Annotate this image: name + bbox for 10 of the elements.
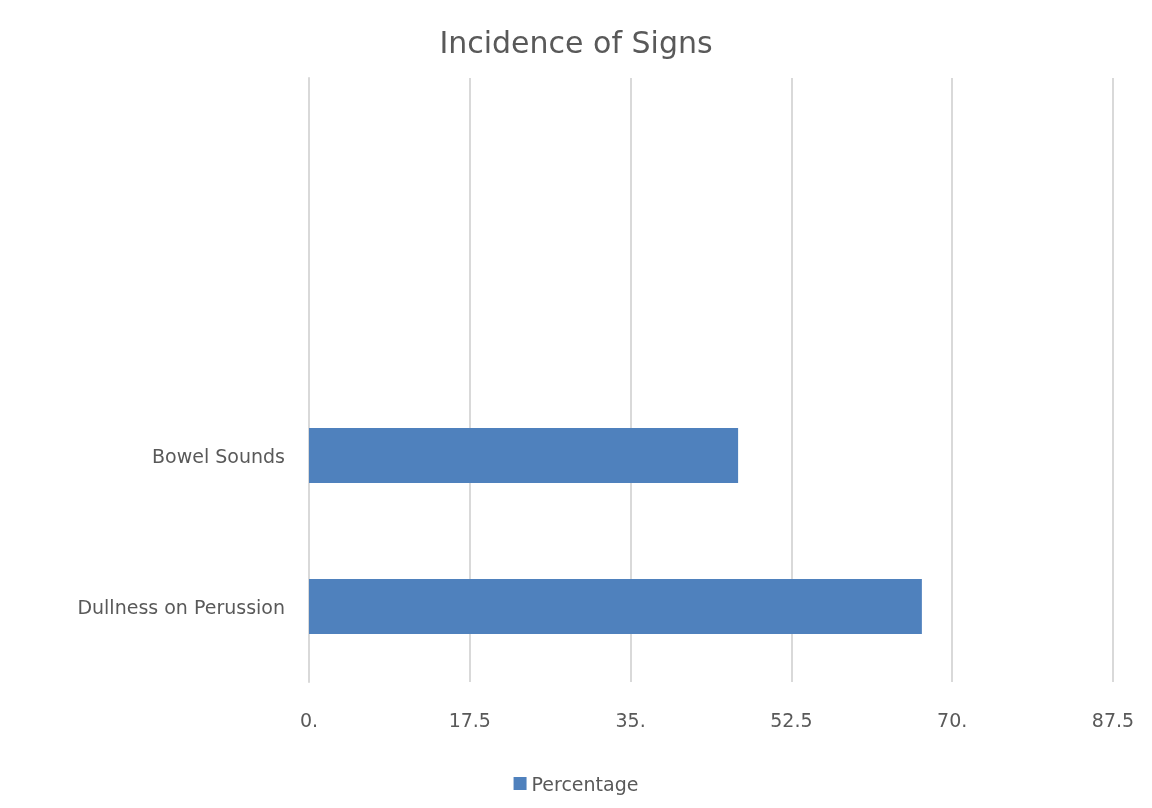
x-tick-label: 0.: [299, 708, 319, 731]
x-tick-label: 70.: [937, 708, 968, 731]
x-tick-label: 17.5: [448, 708, 491, 731]
y-tick-label: Dullness on Perussion: [77, 595, 285, 618]
x-tick-label: 87.5: [1091, 708, 1135, 731]
legend-label: Percentage: [531, 772, 639, 795]
x-tick-label: 52.5: [770, 708, 813, 731]
chart-title: Incidence of Signs: [439, 24, 713, 60]
y-tick-label: Bowel Sounds: [152, 444, 285, 467]
x-tick-label: 35.: [615, 708, 646, 731]
